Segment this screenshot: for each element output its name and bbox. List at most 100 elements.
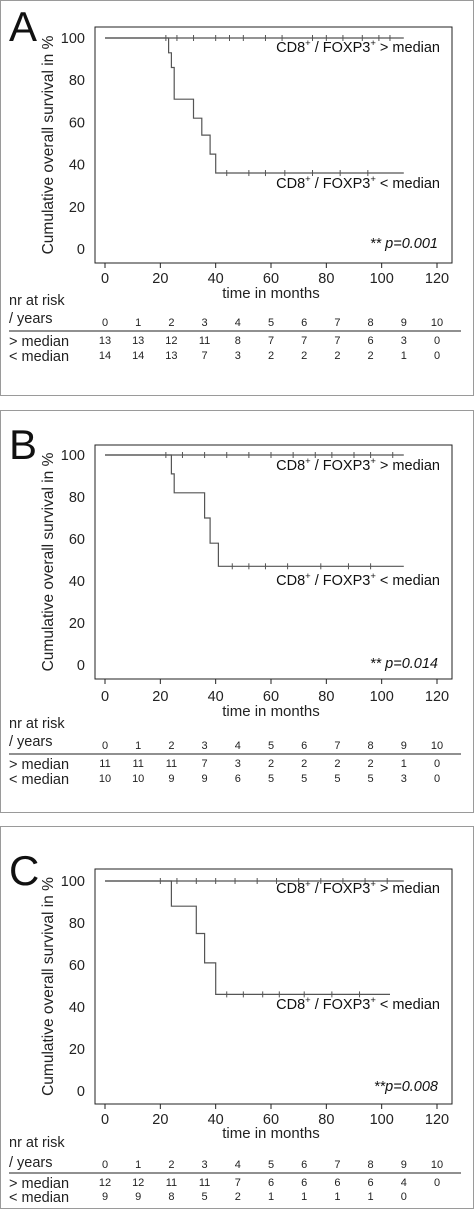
risk-year: 6 [301,740,307,752]
risk-year: 0 [102,1159,108,1171]
risk-value: 5 [301,773,307,785]
risk-value: 0 [434,758,440,770]
risk-value: 0 [434,335,440,347]
risk-value: 3 [401,773,407,785]
panel-letter: A [9,3,37,50]
risk-row-label-above: > median [9,1176,69,1192]
legend-below-median: CD8+ / FOXP3+ < median [276,174,440,192]
risk-value: 12 [132,1177,144,1189]
risk-value: 9 [102,1191,108,1203]
risk-value: 7 [268,335,274,347]
risk-row-label-below: < median [9,1190,69,1206]
risk-value: 1 [401,758,407,770]
risk-value: 6 [235,773,241,785]
risk-year: 9 [401,317,407,329]
legend-below-median: CD8+ / FOXP3+ < median [276,571,440,589]
curve-below-median [105,454,404,567]
x-tick-label: 60 [263,689,279,705]
x-tick-label: 40 [208,1112,224,1128]
risk-value: 1 [368,1191,374,1203]
x-tick-label: 20 [152,1112,168,1128]
risk-value: 0 [434,1177,440,1189]
risk-years-header: / years [9,311,53,327]
risk-value: 8 [168,1191,174,1203]
x-tick-label: 60 [263,1112,279,1128]
risk-years-header: / years [9,1155,53,1171]
y-tick-label: 100 [61,31,85,47]
y-tick-label: 80 [69,490,85,506]
y-tick-label: 60 [69,532,85,548]
y-tick-label: 20 [69,1042,85,1058]
risk-value: 14 [99,350,111,362]
risk-year: 10 [431,317,443,329]
risk-year: 10 [431,740,443,752]
x-axis-label: time in months [222,285,320,302]
risk-value: 2 [368,350,374,362]
risk-value: 3 [401,335,407,347]
risk-value: 0 [434,773,440,785]
risk-year: 7 [334,1159,340,1171]
risk-value: 2 [368,758,374,770]
risk-value: 13 [165,350,177,362]
risk-value: 14 [132,350,144,362]
risk-year: 2 [168,740,174,752]
x-axis-label: time in months [222,703,320,720]
risk-value: 1 [334,1191,340,1203]
risk-year: 8 [368,317,374,329]
risk-year: 1 [135,740,141,752]
risk-value: 5 [334,773,340,785]
y-tick-label: 60 [69,115,85,131]
risk-year: 6 [301,1159,307,1171]
risk-year: 5 [268,317,274,329]
x-tick-label: 120 [425,1112,449,1128]
y-tick-label: 0 [77,242,85,258]
x-tick-label: 100 [370,689,394,705]
risk-year: 4 [235,1159,241,1171]
risk-year: 0 [102,740,108,752]
x-tick-label: 80 [318,689,334,705]
y-tick-label: 60 [69,958,85,974]
risk-year: 6 [301,317,307,329]
panel-a: A 0 20 40 60 80 100 0 20 40 60 80 100 120 Cumulative o… [0,0,474,396]
risk-value: 12 [165,335,177,347]
risk-value: 13 [99,335,111,347]
plot-frame [94,444,453,680]
risk-header: nr at risk [9,293,65,309]
risk-year: 4 [235,740,241,752]
risk-value: 13 [132,335,144,347]
risk-years-header: / years [9,734,53,750]
risk-value: 2 [235,1191,241,1203]
panel-letter: C [9,847,39,894]
risk-value: 6 [301,1177,307,1189]
risk-year: 5 [268,1159,274,1171]
x-tick-label: 100 [370,271,394,287]
risk-year: 9 [401,740,407,752]
y-tick-label: 80 [69,916,85,932]
risk-value: 5 [202,1191,208,1203]
risk-year: 8 [368,740,374,752]
p-value: ** p=0.014 [370,656,438,672]
risk-header: nr at risk [9,716,65,732]
risk-value: 8 [235,335,241,347]
risk-year: 3 [202,317,208,329]
risk-row-label-above: > median [9,757,69,773]
y-tick-label: 100 [61,874,85,890]
risk-row-label-below: < median [9,349,69,365]
y-tick-label: 100 [61,448,85,464]
y-tick-label: 0 [77,658,85,674]
y-tick-label: 80 [69,73,85,89]
risk-value: 6 [368,1177,374,1189]
risk-year: 4 [235,317,241,329]
risk-value: 2 [301,758,307,770]
y-tick-label: 40 [69,574,85,590]
risk-value: 7 [301,335,307,347]
risk-year: 1 [135,1159,141,1171]
risk-value: 6 [368,335,374,347]
x-tick-label: 0 [101,689,109,705]
risk-value: 5 [368,773,374,785]
risk-value: 11 [132,758,143,770]
x-tick-label: 0 [101,271,109,287]
risk-value: 9 [168,773,174,785]
risk-value: 11 [166,1177,177,1189]
risk-value: 0 [434,350,440,362]
